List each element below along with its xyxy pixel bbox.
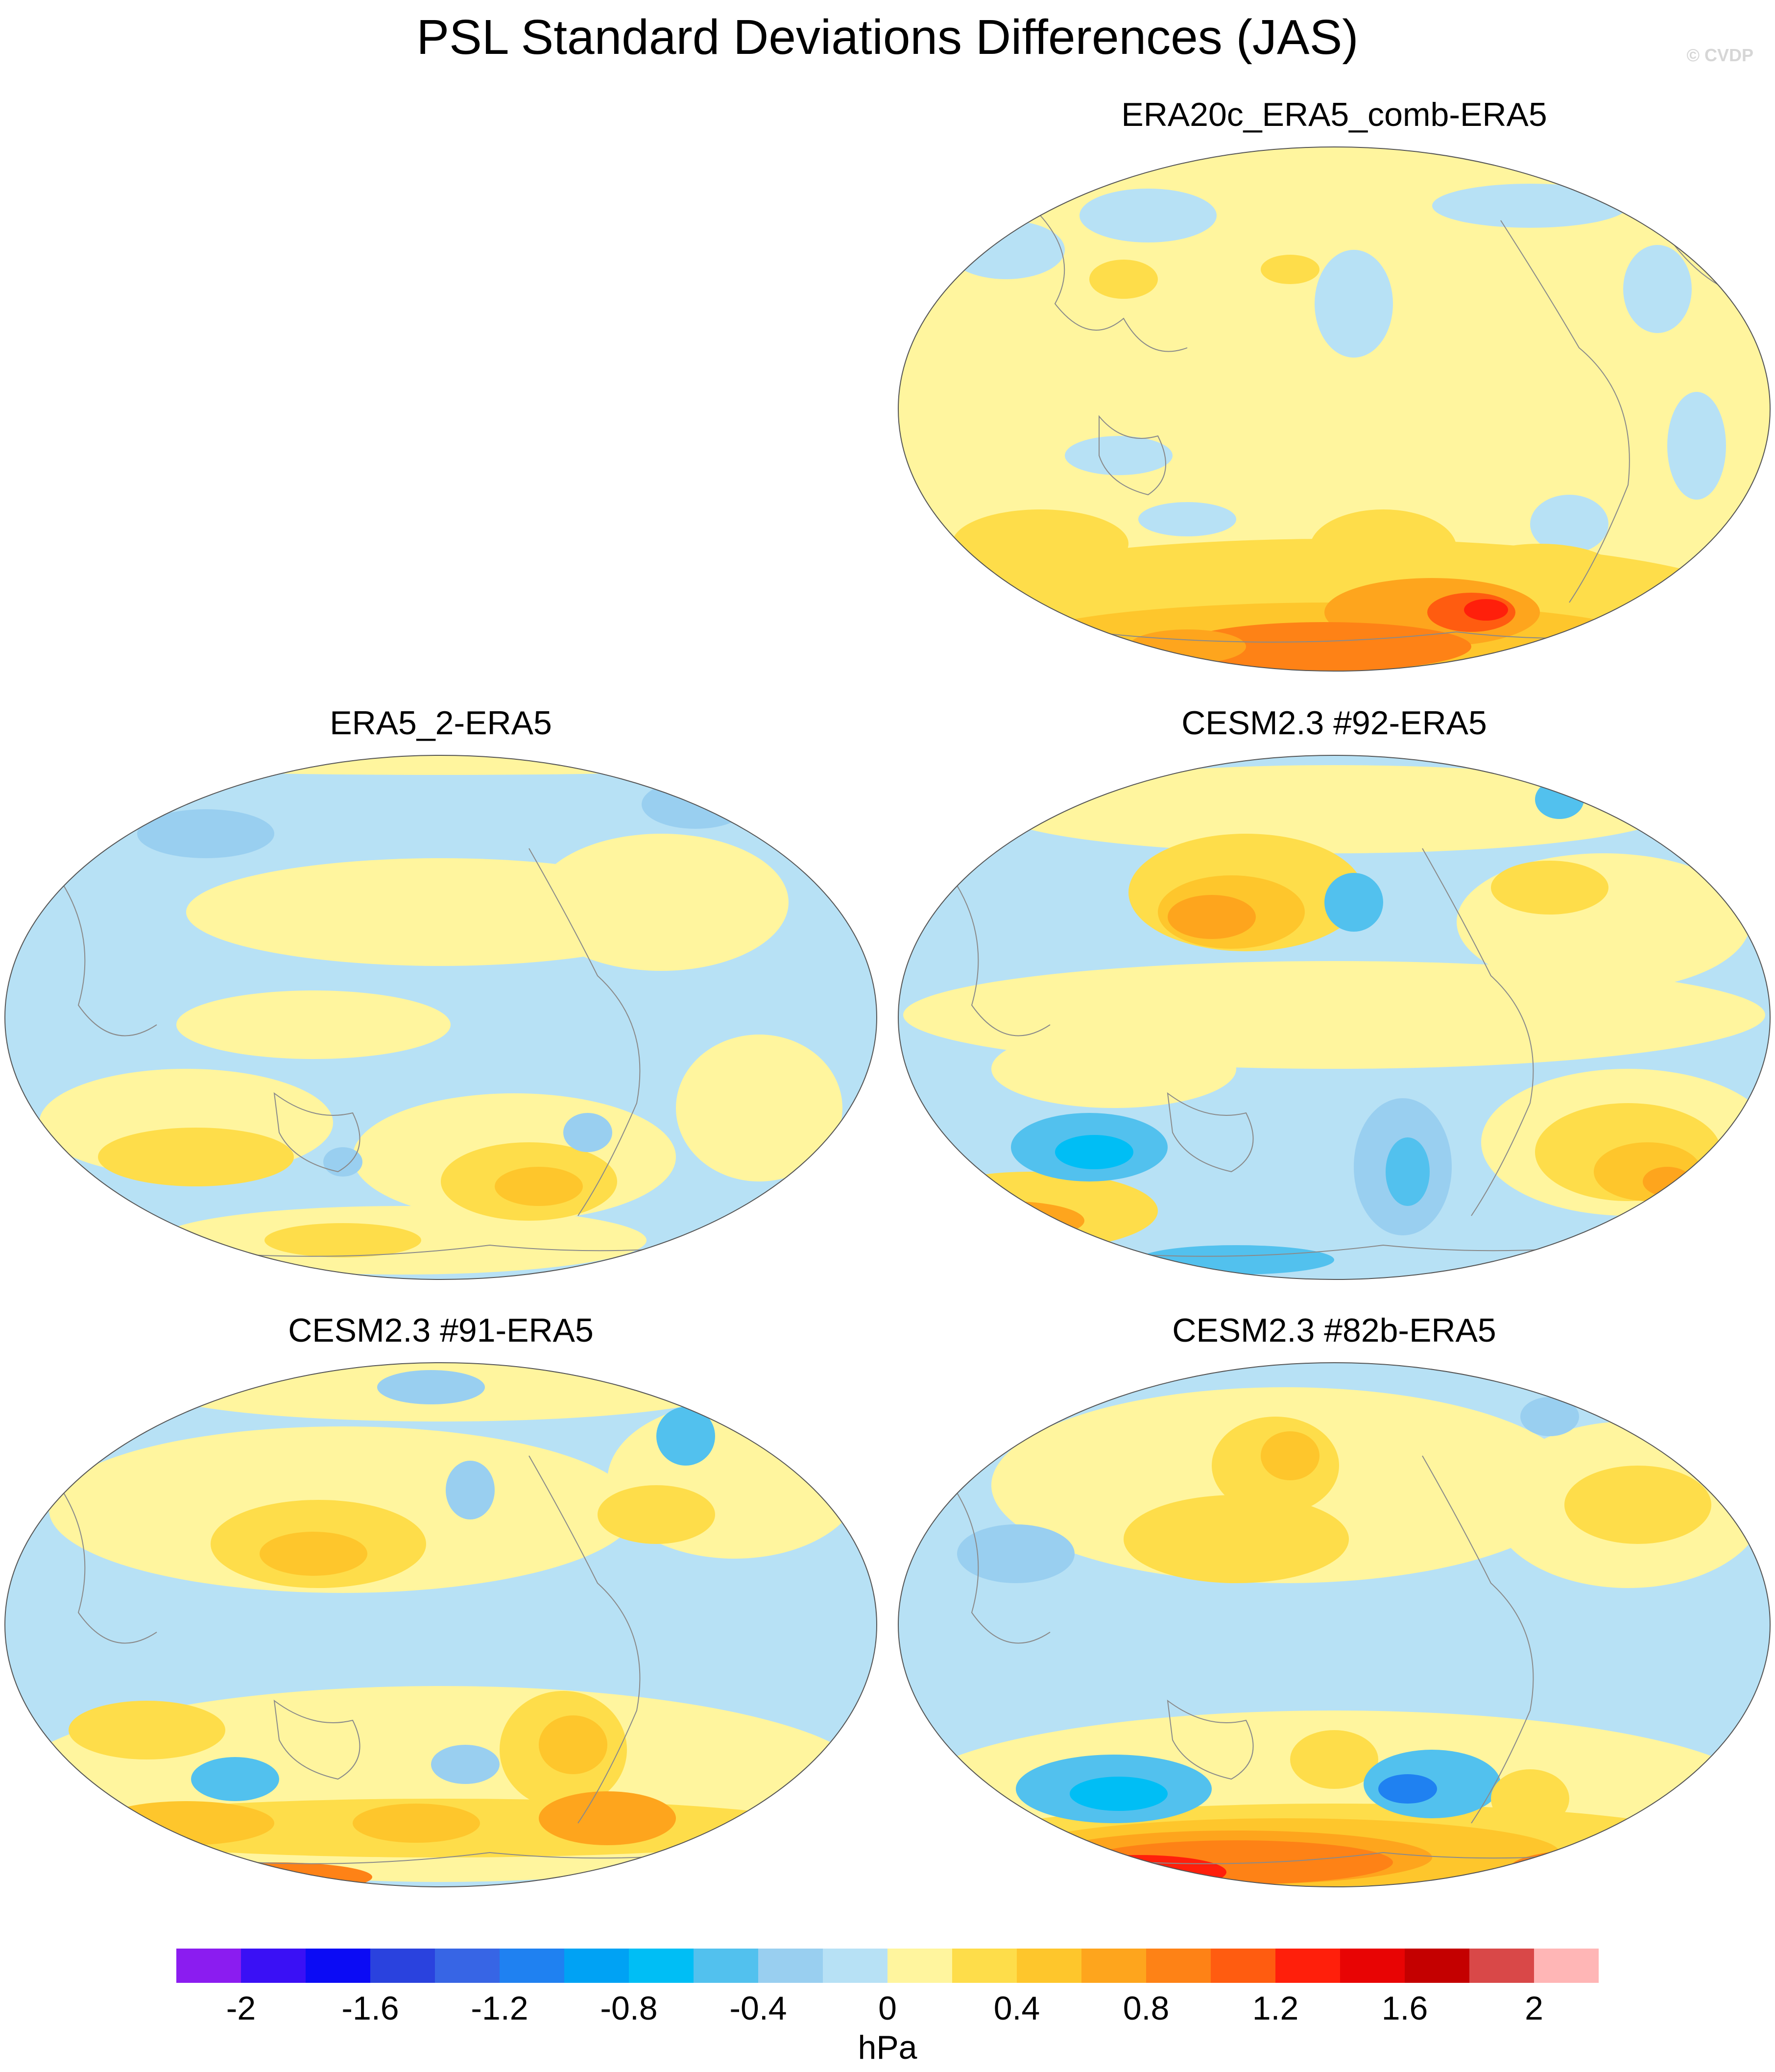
colorbar-swatch xyxy=(758,1949,823,1983)
figure-title: PSL Standard Deviations Differences (JAS… xyxy=(416,10,1359,65)
colorbar-swatch xyxy=(1017,1949,1081,1983)
colorbar-swatch xyxy=(370,1949,435,1983)
colorbar-tick-label: -1.6 xyxy=(341,1990,399,2027)
colorbar-swatch xyxy=(435,1949,500,1983)
map-panel-era5-2 xyxy=(4,755,877,1280)
colorbar-tick-label: 0.4 xyxy=(993,1990,1040,2027)
colorbar-tick-label: 1.6 xyxy=(1381,1990,1428,2027)
colorbar-swatch xyxy=(1275,1949,1340,1983)
colorbar-tick-label: 0 xyxy=(878,1990,897,2027)
colorbar-tick-label: 2 xyxy=(1525,1990,1543,2027)
colorbar-swatch xyxy=(306,1949,370,1983)
colorbar-swatch xyxy=(241,1949,306,1983)
colorbar xyxy=(176,1949,1599,1983)
colorbar-swatch xyxy=(564,1949,629,1983)
colorbar-tick-label: -1.2 xyxy=(471,1990,528,2027)
panel-title-era5-2: ERA5_2-ERA5 xyxy=(330,704,552,742)
colorbar-tick-label: -2 xyxy=(226,1990,256,2027)
panel-title-cesm91: CESM2.3 #91-ERA5 xyxy=(288,1312,594,1349)
map-panel-cesm91 xyxy=(4,1362,877,1887)
colorbar-swatch xyxy=(952,1949,1017,1983)
panel-title-cesm82b: CESM2.3 #82b-ERA5 xyxy=(1172,1312,1496,1349)
colorbar-swatch xyxy=(1469,1949,1534,1983)
colorbar-swatch xyxy=(1340,1949,1405,1983)
colorbar-swatch xyxy=(888,1949,952,1983)
panel-title-cesm92: CESM2.3 #92-ERA5 xyxy=(1181,704,1487,742)
map-panel-cesm82b xyxy=(898,1362,1771,1887)
colorbar-swatch xyxy=(1211,1949,1275,1983)
colorbar-swatch xyxy=(694,1949,758,1983)
colorbar-tick-label: 1.2 xyxy=(1252,1990,1299,2027)
panel-title-era20c: ERA20c_ERA5_comb-ERA5 xyxy=(1121,96,1547,133)
colorbar-swatch xyxy=(500,1949,564,1983)
colorbar-tick-label: -0.4 xyxy=(729,1990,787,2027)
colorbar-swatch xyxy=(1081,1949,1146,1983)
colorbar-swatch xyxy=(629,1949,694,1983)
colorbar-swatch xyxy=(1146,1949,1211,1983)
colorbar-swatch xyxy=(176,1949,241,1983)
colorbar-swatch xyxy=(823,1949,888,1983)
colorbar-swatch xyxy=(1405,1949,1469,1983)
colorbar-tick-label: -0.8 xyxy=(600,1990,658,2027)
credit-watermark: © CVDP xyxy=(1686,45,1753,65)
colorbar-swatch xyxy=(1534,1949,1599,1983)
colorbar-unit: hPa xyxy=(858,2029,917,2066)
colorbar-tick-label: 0.8 xyxy=(1123,1990,1170,2027)
map-panel-cesm92 xyxy=(898,755,1771,1280)
map-panel-era20c xyxy=(898,146,1771,672)
